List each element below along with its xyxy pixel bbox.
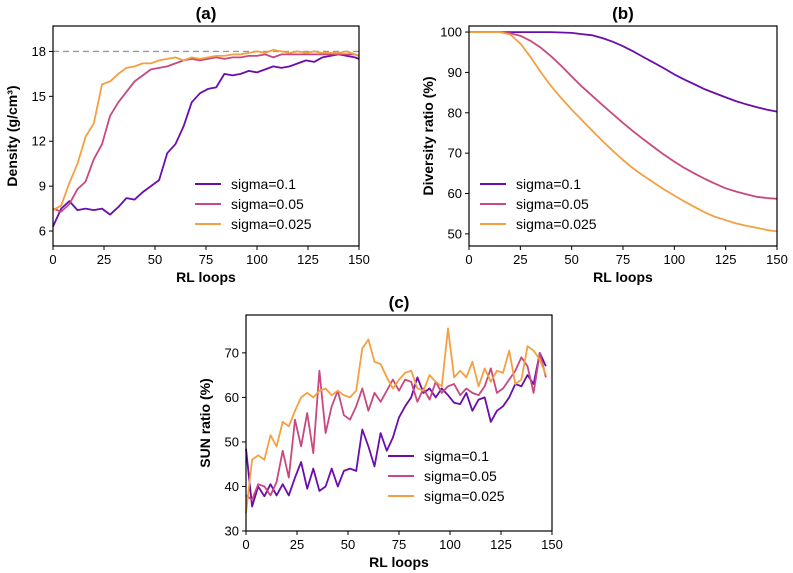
panel-a: (a) 0 25 50 75 100 125 150 6 9 12 15 18 RL loops Densi… <box>4 4 370 285</box>
y-axis-label: Density (g/cm³) <box>4 85 20 186</box>
y-tick-label: 15 <box>32 89 46 104</box>
y-tick-label: 70 <box>225 345 239 360</box>
x-axis-label: RL loops <box>176 269 236 285</box>
x-tick-label: 100 <box>246 252 268 267</box>
y-tick-label: 50 <box>225 434 239 449</box>
x-tick-label: 150 <box>541 537 563 552</box>
legend-label: sigma=0.05 <box>516 196 589 212</box>
x-tick-label: 150 <box>348 252 370 267</box>
y-tick-label: 70 <box>448 146 462 161</box>
x-axis-label: RL loops <box>369 554 429 570</box>
y-tick-label: 30 <box>225 524 239 539</box>
series-line-sigma=0.05 <box>469 31 778 200</box>
panel-title-a: (a) <box>196 4 217 23</box>
x-tick-label: 0 <box>465 252 472 267</box>
y-tick-label: 60 <box>448 186 462 201</box>
x-tick-label: 0 <box>49 252 56 267</box>
x-tick-label: 50 <box>341 537 355 552</box>
panel-title-c: (c) <box>389 293 410 312</box>
legend-label: sigma=0.025 <box>231 216 312 232</box>
legend-label: sigma=0.1 <box>424 448 489 464</box>
x-tick-label: 25 <box>513 252 527 267</box>
y-tick-label: 12 <box>32 134 46 149</box>
series-line-sigma=0.025 <box>245 327 547 514</box>
x-tick-label: 125 <box>715 252 737 267</box>
y-tick-label: 6 <box>39 224 46 239</box>
y-tick-label: 18 <box>32 44 46 59</box>
y-tick-label: 80 <box>448 105 462 120</box>
series-line-sigma=0.1 <box>469 31 778 113</box>
x-tick-label: 0 <box>242 537 249 552</box>
series-line-sigma=0.1 <box>245 351 547 508</box>
y-tick-label: 40 <box>225 479 239 494</box>
y-tick-label: 9 <box>39 179 46 194</box>
y-axis-label: SUN ratio (%) <box>197 378 213 467</box>
legend: sigma=0.1 sigma=0.05 sigma=0.025 <box>388 448 505 504</box>
y-tick-label: 60 <box>225 390 239 405</box>
panel-title-b: (b) <box>612 4 634 23</box>
y-tick-label: 100 <box>440 25 462 40</box>
plot-frame <box>245 314 553 532</box>
series-line-sigma=0.05 <box>52 53 360 213</box>
legend: sigma=0.1 sigma=0.05 sigma=0.025 <box>195 176 312 232</box>
x-tick-label: 100 <box>663 252 685 267</box>
x-tick-label: 50 <box>148 252 162 267</box>
x-tick-label: 50 <box>564 252 578 267</box>
x-axis-label: RL loops <box>593 269 653 285</box>
series-line-sigma=0.1 <box>52 53 360 227</box>
y-axis-label: Diversity ratio (%) <box>420 76 436 195</box>
x-tick-label: 75 <box>199 252 213 267</box>
x-tick-label: 25 <box>97 252 111 267</box>
panel-b: (b) 0 25 50 75 100 125 150 50 60 70 80 90 100 RL loops… <box>420 4 788 285</box>
series-line-sigma=0.025 <box>469 31 778 233</box>
legend: sigma=0.1 sigma=0.05 sigma=0.025 <box>480 176 597 232</box>
x-tick-label: 25 <box>290 537 304 552</box>
x-tick-label: 75 <box>616 252 630 267</box>
legend-label: sigma=0.1 <box>516 176 581 192</box>
x-tick-label: 150 <box>766 252 788 267</box>
panel-c: (c) 0 25 50 75 100 125 150 30 40 50 60 70 RL loops SUN… <box>197 293 563 570</box>
legend-label: sigma=0.025 <box>424 488 505 504</box>
y-tick-label: 50 <box>448 226 462 241</box>
x-tick-label: 75 <box>392 537 406 552</box>
legend-label: sigma=0.05 <box>424 468 497 484</box>
legend-label: sigma=0.025 <box>516 216 597 232</box>
plot-frame <box>468 25 778 247</box>
series-line-sigma=0.025 <box>52 49 360 211</box>
legend-label: sigma=0.05 <box>231 196 304 212</box>
legend-label: sigma=0.1 <box>231 176 296 192</box>
y-tick-label: 90 <box>448 65 462 80</box>
x-tick-label: 125 <box>297 252 319 267</box>
x-tick-label: 125 <box>490 537 512 552</box>
x-tick-label: 100 <box>439 537 461 552</box>
